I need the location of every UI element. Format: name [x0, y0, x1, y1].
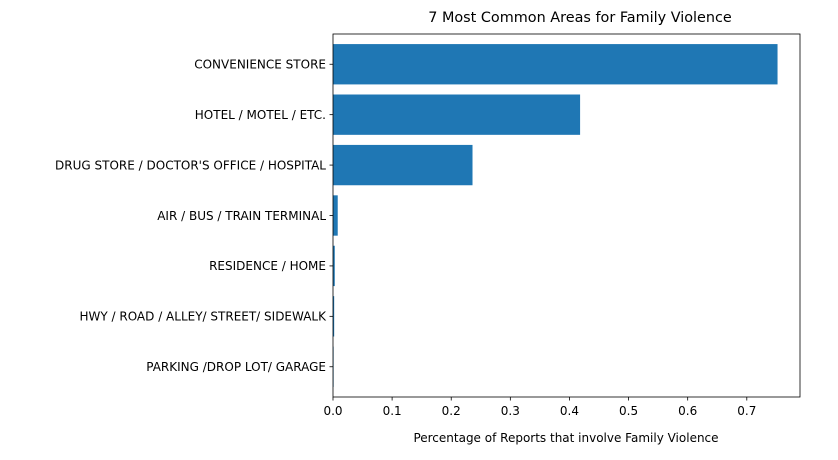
y-tick-label: CONVENIENCE STORE	[194, 58, 326, 72]
bar	[333, 44, 778, 85]
y-tick-label: RESIDENCE / HOME	[209, 259, 326, 273]
x-axis-ticks: 0.0 0.1 0.2 0.3 0.4 0.5 0.6 0.7	[323, 397, 756, 418]
x-tick-label: 0.6	[678, 404, 697, 418]
x-tick-label: 0.3	[501, 404, 520, 418]
y-tick-label: PARKING /DROP LOT/ GARAGE	[146, 360, 326, 374]
x-tick-label: 0.0	[323, 404, 342, 418]
x-tick-label: 0.1	[383, 404, 402, 418]
bar	[333, 94, 581, 135]
y-axis-ticks: CONVENIENCE STORE HOTEL / MOTEL / ETC. DRU…	[55, 58, 333, 374]
y-tick-label: HOTEL / MOTEL / ETC.	[195, 108, 326, 122]
y-tick-label: HWY / ROAD / ALLEY/ STREET/ SIDEWALK	[79, 310, 327, 324]
bar	[333, 296, 335, 337]
bar	[333, 195, 338, 236]
y-tick-label: DRUG STORE / DOCTOR'S OFFICE / HOSPITAL	[55, 158, 326, 172]
x-tick-label: 0.2	[442, 404, 461, 418]
x-axis-label: Percentage of Reports that involve Famil…	[413, 431, 718, 445]
x-tick-label: 0.5	[619, 404, 638, 418]
bar	[333, 144, 473, 186]
x-tick-label: 0.7	[737, 404, 756, 418]
bars-group	[333, 44, 778, 387]
bar	[333, 245, 335, 287]
chart-title: 7 Most Common Areas for Family Violence	[428, 10, 732, 26]
y-tick-label: AIR / BUS / TRAIN TERMINAL	[157, 209, 326, 223]
plot-frame	[332, 33, 801, 398]
x-tick-label: 0.4	[560, 404, 579, 418]
